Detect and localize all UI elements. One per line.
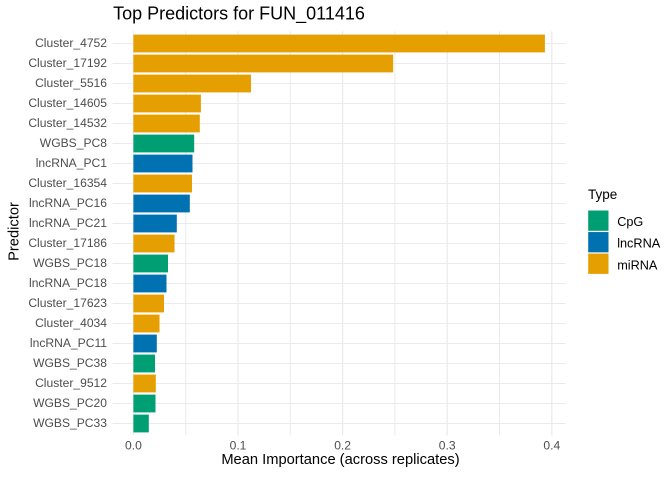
svg-text:WGBS_PC33: WGBS_PC33 <box>33 416 107 430</box>
svg-text:WGBS_PC18: WGBS_PC18 <box>33 256 107 270</box>
svg-text:miRNA: miRNA <box>617 258 658 272</box>
svg-text:0.4: 0.4 <box>543 439 560 453</box>
svg-text:0.3: 0.3 <box>439 439 456 453</box>
svg-text:Cluster_14532: Cluster_14532 <box>28 116 107 130</box>
svg-text:0.2: 0.2 <box>334 439 351 453</box>
svg-text:lncRNA_PC1: lncRNA_PC1 <box>36 156 108 170</box>
svg-text:0.0: 0.0 <box>125 439 142 453</box>
svg-text:WGBS_PC20: WGBS_PC20 <box>33 396 107 410</box>
svg-text:Cluster_14605: Cluster_14605 <box>28 96 107 110</box>
svg-text:0.1: 0.1 <box>230 439 247 453</box>
svg-text:lncRNA_PC21: lncRNA_PC21 <box>29 216 107 230</box>
svg-text:WGBS_PC38: WGBS_PC38 <box>33 356 107 370</box>
svg-text:Predictor: Predictor <box>6 202 22 261</box>
svg-text:Top Predictors for FUN_011416: Top Predictors for FUN_011416 <box>113 4 365 25</box>
svg-text:Cluster_17623: Cluster_17623 <box>28 296 107 310</box>
svg-text:Cluster_4752: Cluster_4752 <box>35 36 107 50</box>
svg-text:lncRNA_PC16: lncRNA_PC16 <box>29 196 107 210</box>
svg-text:CpG: CpG <box>617 215 643 229</box>
svg-text:Cluster_17192: Cluster_17192 <box>28 56 107 70</box>
svg-text:Type: Type <box>588 187 617 202</box>
svg-text:Mean Importance (across replic: Mean Importance (across replicates) <box>221 452 459 468</box>
svg-text:lncRNA_PC18: lncRNA_PC18 <box>29 276 107 290</box>
svg-text:WGBS_PC8: WGBS_PC8 <box>40 136 107 150</box>
svg-text:Cluster_5516: Cluster_5516 <box>35 76 107 90</box>
svg-text:lncRNA_PC11: lncRNA_PC11 <box>30 336 107 350</box>
svg-text:Cluster_17186: Cluster_17186 <box>28 236 107 250</box>
svg-text:Cluster_4034: Cluster_4034 <box>35 316 107 330</box>
svg-text:Cluster_9512: Cluster_9512 <box>35 376 107 390</box>
svg-text:Cluster_16354: Cluster_16354 <box>28 176 107 190</box>
svg-text:lncRNA: lncRNA <box>617 237 661 251</box>
